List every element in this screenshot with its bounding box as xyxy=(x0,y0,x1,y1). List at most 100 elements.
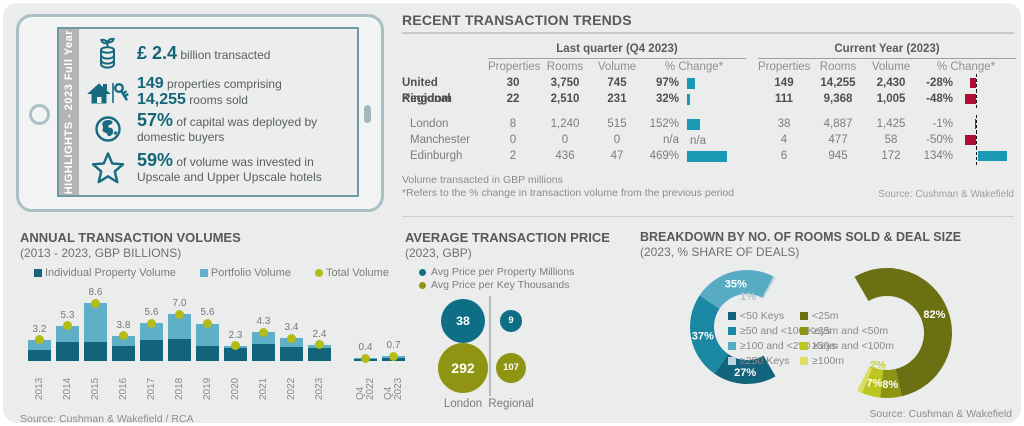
x-axis-label: 2016 xyxy=(112,361,135,401)
cy-volume: 58 xyxy=(884,134,898,146)
individual-bar-segment xyxy=(308,347,331,361)
house-key-icon xyxy=(83,74,133,110)
q4-volume: 745 xyxy=(607,77,627,89)
total-value-label: 2.3 xyxy=(228,329,243,341)
donut-pct-label: 35% xyxy=(725,278,747,290)
x-axis-label: 2018 xyxy=(168,361,191,401)
donut-pct-label: 8% xyxy=(882,379,898,391)
bar-group: 5.6 2017 xyxy=(140,307,163,401)
legend-item: <25m xyxy=(800,308,894,323)
donut-segment--100m xyxy=(856,365,873,393)
q4-change-bar: n/a xyxy=(684,135,746,147)
cy-volume: 172 xyxy=(881,150,901,162)
annual-subtitle: (2013 - 2023, GBP BILLIONS) xyxy=(20,246,182,260)
highlights-side-label: HIGHLIGHTS - 2023 Full Year xyxy=(63,29,75,195)
highlight-item: 59% of volume was invested in Upscale an… xyxy=(83,149,351,189)
portfolio-bar-segment xyxy=(84,303,107,343)
individual-bar-segment xyxy=(168,338,191,361)
globe-icon xyxy=(83,110,133,148)
bar-group: 0.7 Q4 2023 xyxy=(382,340,405,401)
cy-properties: 38 xyxy=(777,118,791,130)
x-axis-label: 2013 xyxy=(28,361,51,401)
annual-source: Source: Cushman & Wakefield / RCA xyxy=(20,413,194,425)
donut-pct-label: 1% xyxy=(740,291,756,303)
legend-swatch xyxy=(314,269,323,277)
x-axis-label: 2023 xyxy=(308,361,331,401)
legend-item: Portfolio Volume xyxy=(199,267,291,279)
x-axis-label-text: 2020 xyxy=(229,377,241,400)
total-value-label: 5.6 xyxy=(144,307,159,319)
total-value-label: 4.3 xyxy=(256,316,271,328)
legend-label: Avg Price per Property Millions xyxy=(431,266,575,278)
total-value-label: 2.4 xyxy=(312,328,327,340)
legend-item: ≥100 and <250 Keys xyxy=(728,338,837,353)
trends-source: Source: Cushman & Wakefield xyxy=(878,189,1014,200)
bar-group: 5.6 2019 xyxy=(196,307,219,402)
individual-bar-segment xyxy=(28,349,51,361)
q4-rooms: 2,510 xyxy=(550,93,580,105)
donut-pct-label: 7% xyxy=(866,377,882,389)
x-axis-label-text: 2017 xyxy=(145,377,157,400)
highlight-item: £ 2.4 billion transacted xyxy=(83,35,351,73)
footnote-change-definition: *Refers to the % change in transaction v… xyxy=(402,187,735,199)
highlight-line: 57% of capital was deployed by domestic … xyxy=(137,111,351,145)
x-axis-label: 2019 xyxy=(196,361,219,401)
avgprice-subtitle: (2023, GBP) xyxy=(405,246,472,260)
bar-stack xyxy=(28,339,51,361)
legend-swatch xyxy=(800,341,808,350)
rooms-sold-donut-chart: 27% 37% 35%1% xyxy=(689,270,776,384)
cy-volume: 2,430 xyxy=(876,77,906,89)
cy-change-pct: 134% xyxy=(923,150,953,162)
x-axis-label-text: 2013 xyxy=(33,377,45,400)
q4-change-bar xyxy=(684,77,746,89)
group-gap xyxy=(746,91,758,107)
group-gap xyxy=(746,75,758,91)
group-gap xyxy=(746,148,758,164)
total-value-label: 8.6 xyxy=(88,287,103,299)
bubble-regional-property_millions: 9 xyxy=(500,310,522,332)
total-volume-dot xyxy=(175,309,184,319)
bar-stack xyxy=(140,323,163,361)
x-axis-label-text: 2022 xyxy=(285,377,297,400)
total-volume-dot xyxy=(91,298,100,308)
highlight-label: of capital was deployed by domestic buye… xyxy=(137,115,318,145)
total-volume-dot xyxy=(287,333,296,343)
column-header-volume: Volume xyxy=(597,60,637,73)
q4-volume: 0 xyxy=(613,134,621,146)
star-icon xyxy=(83,149,133,189)
total-volume-dot xyxy=(203,318,212,328)
cy-rooms: 945 xyxy=(828,150,848,162)
trends-footer: Volume transacted in GBP millions *Refer… xyxy=(402,174,1014,200)
row-label: United Kingdom xyxy=(402,77,452,105)
bubble-regional-key_thousands: 107 xyxy=(495,352,527,384)
x-axis-label: Q4 2022 xyxy=(354,361,377,401)
highlights-items: £ 2.4 billion transacted 149 properties c… xyxy=(79,29,357,195)
cy-zero-axis xyxy=(976,74,977,92)
total-volume-dot xyxy=(231,341,240,351)
total-value-label: 5.3 xyxy=(60,309,75,321)
q4-properties: 0 xyxy=(509,134,517,146)
cy-zero-axis xyxy=(976,90,977,108)
q4-properties: 22 xyxy=(506,93,520,105)
highlights-panel: HIGHLIGHTS - 2023 Full Year £ 2.4 billio… xyxy=(57,27,359,197)
highlight-value: £ 2.4 xyxy=(137,42,178,63)
legend-item: <50 Keys xyxy=(728,308,837,323)
cy-rooms: 477 xyxy=(828,134,848,146)
legend-label: ≥100 and <250 Keys xyxy=(740,339,837,352)
individual-bar-segment xyxy=(224,347,247,361)
x-axis-label-text: 2014 xyxy=(61,377,73,400)
cy-properties: 149 xyxy=(774,77,794,89)
title-rule xyxy=(402,32,1014,34)
cy-change-pct: -48% xyxy=(926,93,953,105)
total-volume-dot xyxy=(63,321,72,330)
cy-rooms: 4,887 xyxy=(823,118,853,130)
bar-stack xyxy=(168,314,191,361)
x-axis-label: 2021 xyxy=(252,361,275,401)
total-value-label: 3.4 xyxy=(284,322,299,334)
legend-swatch xyxy=(800,326,808,335)
donut-segment--50-and-100-keys xyxy=(689,295,729,374)
total-volume-dot xyxy=(119,331,128,341)
highlight-label: properties comprising xyxy=(163,76,282,91)
row-label: Edinburgh xyxy=(410,150,463,162)
